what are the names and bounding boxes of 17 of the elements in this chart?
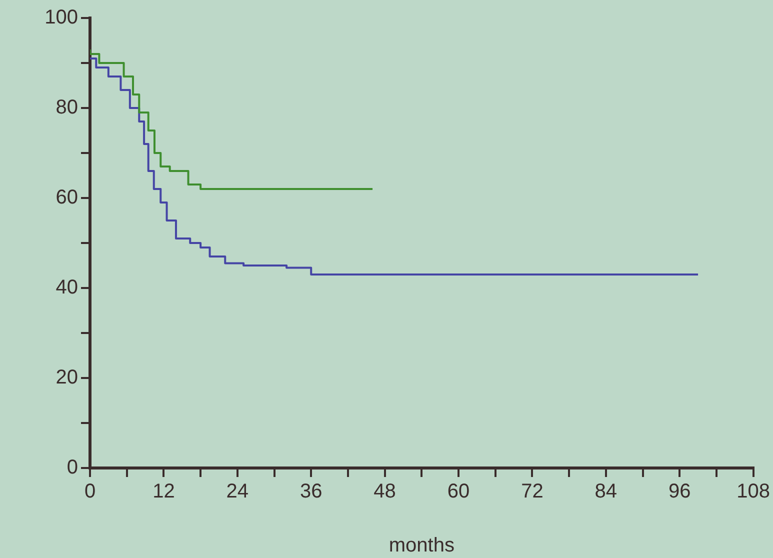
y-tick-label: 20 [56, 366, 78, 389]
x-tick-label: 84 [594, 480, 618, 503]
y-tick-label: 40 [56, 276, 78, 299]
x-tick-label: 24 [226, 480, 249, 503]
y-tick-label: 60 [56, 186, 78, 209]
y-tick-label: 80 [56, 96, 78, 119]
x-tick-label: 60 [447, 480, 470, 503]
x-tick-label: 72 [521, 480, 544, 503]
x-tick-label: 108 [736, 480, 770, 503]
x-tick-label: 36 [300, 480, 322, 503]
x-tick-label: 48 [374, 480, 396, 503]
y-tick-label: 0 [66, 456, 78, 479]
x-tick-label: 12 [152, 480, 175, 503]
x-axis-title: months [388, 534, 454, 557]
x-tick-label: 96 [668, 480, 691, 503]
y-tick-label: 100 [44, 6, 78, 29]
x-tick-label: 0 [84, 480, 96, 503]
